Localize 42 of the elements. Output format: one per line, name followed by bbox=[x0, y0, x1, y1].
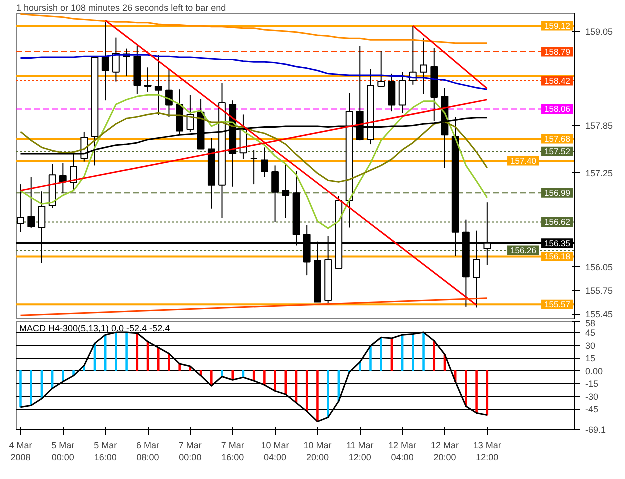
x-tick-label: 4 Mar 2008 bbox=[9, 440, 32, 462]
ref-line-label: 156.99 bbox=[544, 188, 571, 198]
y-tick-label: 58 bbox=[586, 318, 596, 328]
ref-line-label: 156.35 bbox=[544, 238, 571, 248]
ref-line-label: 155.57 bbox=[544, 300, 571, 310]
chart-title: MACD H4-300(5,13,1) 0.0 -52.4 -52.4 bbox=[20, 324, 170, 334]
ref-line-label: 158.79 bbox=[544, 46, 571, 57]
ref-line-label: 157.40 bbox=[510, 156, 537, 166]
ref-line-label: 159.12 bbox=[544, 21, 571, 32]
ref-line-label: 156.18 bbox=[544, 252, 571, 262]
y-tick-label: -15 bbox=[586, 379, 599, 390]
x-tick-label: 10 Mar 20:00 bbox=[304, 440, 332, 462]
y-tick-label: 157.25 bbox=[586, 168, 614, 178]
y-tick-label: 159.05 bbox=[586, 27, 614, 38]
y-tick-label: 0.00 bbox=[586, 366, 604, 376]
ref-line-label: 156.62 bbox=[544, 217, 571, 228]
x-tick-label: 7 Mar 16:00 bbox=[221, 440, 244, 462]
x-tick-label: 7 Mar 00:00 bbox=[178, 440, 202, 462]
y-tick-label: 155.75 bbox=[586, 286, 614, 296]
x-tick-label: 5 Mar 16:00 bbox=[94, 440, 118, 462]
x-tick-label: 12 Mar 04:00 bbox=[388, 440, 417, 462]
ref-line-label: 157.52 bbox=[544, 146, 571, 157]
x-tick-label: 11 Mar 12:00 bbox=[346, 440, 374, 462]
y-tick-label: 30 bbox=[586, 340, 596, 351]
x-tick-label: 12 Mar 20:00 bbox=[430, 440, 459, 462]
y-tick-label: -30 bbox=[586, 392, 599, 402]
x-tick-label: 5 Mar 00:00 bbox=[52, 440, 75, 462]
y-tick-label: 45 bbox=[586, 328, 596, 338]
y-tick-label: -45 bbox=[586, 404, 599, 415]
x-tick-label: 13 Mar 12:00 bbox=[473, 440, 502, 462]
y-tick-label: 156.05 bbox=[586, 262, 614, 272]
y-tick-label: 155.45 bbox=[586, 310, 614, 320]
y-tick-label: 15 bbox=[586, 354, 596, 364]
ref-line-label: 157.68 bbox=[544, 134, 571, 144]
x-tick-label: 6 Mar 08:00 bbox=[136, 440, 160, 462]
text: 1 hoursish or 108 minutes 26 seconds left to bar end bbox=[16, 3, 226, 13]
y-tick-label: -69.1 bbox=[586, 425, 606, 435]
y-tick-label: 157.85 bbox=[586, 121, 614, 132]
ref-line-label: 156.26 bbox=[510, 245, 537, 256]
x-tick-label: 10 Mar 04:00 bbox=[261, 440, 290, 462]
ref-line-label: 158.42 bbox=[544, 76, 571, 86]
ref-line-label: 158.06 bbox=[544, 104, 571, 114]
